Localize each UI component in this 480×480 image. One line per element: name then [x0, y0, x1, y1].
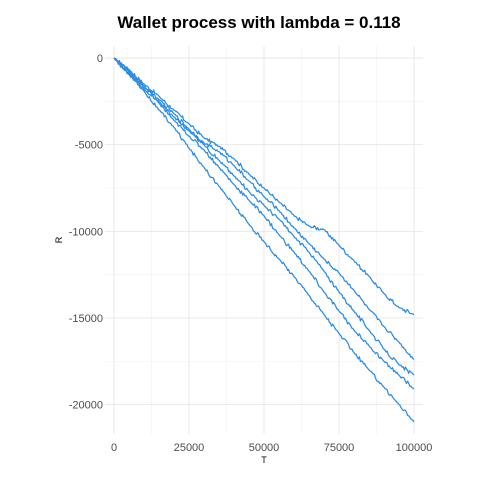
x-tick-label: 50000 — [249, 442, 280, 454]
series-line-2 — [113, 57, 415, 360]
y-tick-label: -5000 — [75, 140, 103, 152]
series-line-1 — [113, 57, 415, 316]
x-tick-label: 75000 — [324, 442, 355, 454]
series-line-5 — [113, 57, 415, 423]
chart-title: Wallet process with lambda = 0.118 — [117, 13, 400, 32]
y-tick-label: -15000 — [69, 313, 103, 325]
x-tick-label: 100000 — [396, 442, 433, 454]
y-axis-label: R — [54, 236, 64, 243]
grid — [105, 46, 423, 434]
y-tick-label: -10000 — [69, 226, 103, 238]
y-tick-label: -20000 — [69, 400, 103, 412]
series-lines — [113, 57, 415, 423]
x-tick-label: 25000 — [174, 442, 205, 454]
series-line-4 — [113, 57, 415, 390]
y-tick-label: 0 — [97, 53, 103, 65]
tick-labels: 0 25000 50000 75000 100000 0 -5000 -10000 -15000… — [69, 53, 433, 454]
series-line-3 — [113, 57, 415, 376]
x-axis-label: T — [261, 455, 267, 465]
x-tick-label: 0 — [111, 442, 117, 454]
